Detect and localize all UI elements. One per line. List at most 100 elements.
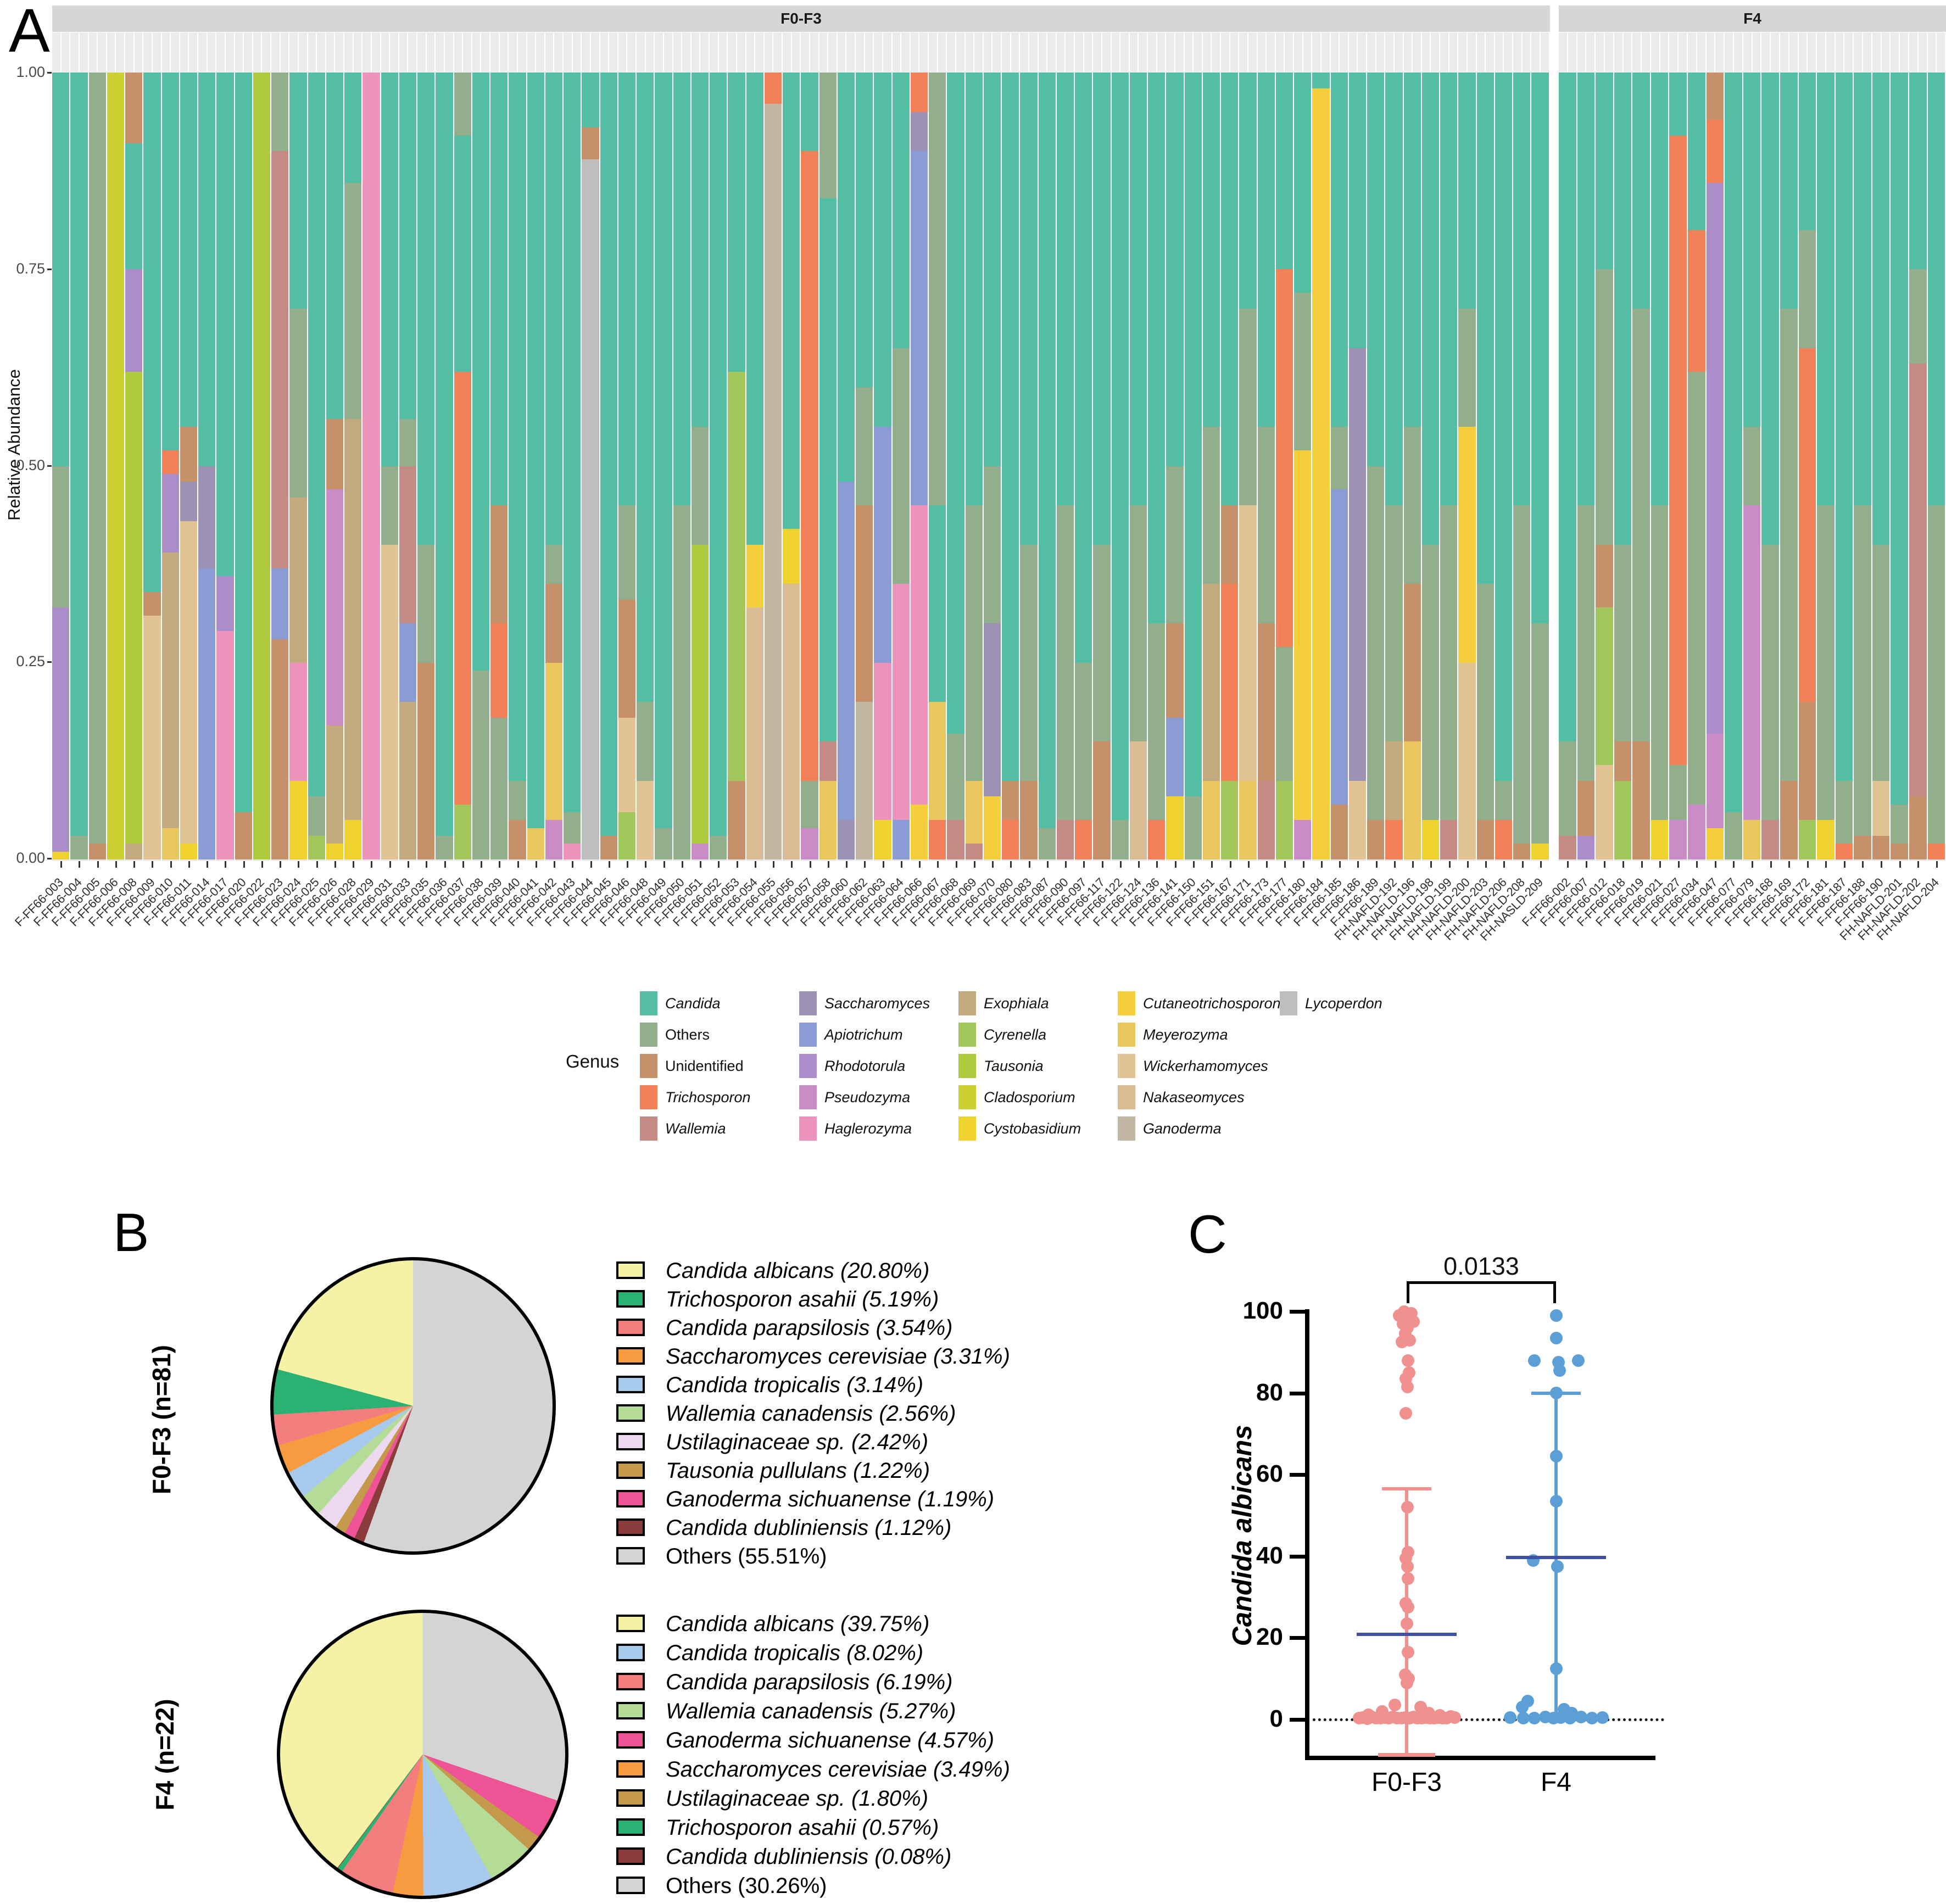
v-gridline [1119, 32, 1121, 72]
stacked-bar [1056, 72, 1074, 860]
bar-segment [1495, 72, 1512, 781]
x-tick [334, 861, 336, 868]
bar-segment [1725, 812, 1742, 859]
bar-segment [1798, 348, 1816, 702]
c-mean-line [1506, 1556, 1606, 1560]
bar-segment [1129, 505, 1147, 742]
x-tick [955, 861, 957, 868]
bar-segment [856, 702, 873, 859]
x-tick [1193, 861, 1195, 868]
x-tick [754, 861, 756, 868]
bar-segment [783, 584, 800, 859]
bar-segment [363, 72, 380, 859]
bar-column [52, 32, 71, 861]
x-tick [444, 861, 446, 868]
data-point [1549, 1662, 1563, 1675]
legend-swatch [958, 1116, 976, 1141]
bar-column [1531, 32, 1550, 861]
c-mean-line [1357, 1633, 1457, 1637]
bar-segment [1002, 72, 1019, 781]
x-tick [973, 861, 975, 868]
stacked-bar [436, 72, 453, 859]
bar-column [454, 32, 472, 861]
v-gridline [754, 32, 756, 72]
v-gridline [498, 32, 500, 72]
stacked-bar [1927, 72, 1945, 859]
v-gridline [443, 32, 445, 72]
stacked-bar [1458, 72, 1476, 860]
bar-segment [1559, 741, 1576, 836]
v-gridline [1320, 32, 1322, 72]
bar-segment [1835, 72, 1853, 781]
bar-segment [1056, 505, 1074, 820]
pie-legend-swatch [616, 1731, 645, 1749]
bar-segment [910, 151, 928, 506]
stacked-bar [216, 72, 234, 859]
bar-segment [1166, 466, 1184, 624]
legend-label: Rhodotorula [824, 1058, 906, 1074]
c-x-group-label: F4 [1540, 1768, 1571, 1797]
bar-segment [1495, 820, 1512, 859]
bar-column [1909, 32, 1928, 861]
bar-segment [1385, 820, 1403, 860]
bar-segment [52, 607, 70, 852]
bar-column [363, 32, 381, 861]
bar-column [710, 32, 728, 861]
bar-column [1148, 32, 1167, 861]
v-gridline [955, 32, 956, 72]
v-gridline [1751, 32, 1753, 72]
bar-segment [1669, 820, 1687, 860]
legend-label: Cyrenella [984, 1026, 1047, 1043]
pie-legend-swatch [616, 1433, 645, 1450]
bar-column [417, 32, 436, 861]
bar-segment [764, 72, 782, 104]
bar-column [1596, 32, 1614, 861]
stacked-bar [490, 72, 508, 859]
bar-segment [910, 804, 928, 859]
bar-segment [929, 72, 946, 506]
v-gridline [1339, 32, 1340, 72]
x-tick [97, 861, 99, 868]
bar-segment [1854, 72, 1871, 506]
bar-segment [910, 111, 928, 152]
stacked-bar [527, 72, 544, 859]
bar-segment [490, 505, 508, 624]
data-point [1585, 1712, 1598, 1725]
v-gridline [1375, 32, 1376, 72]
v-gridline [1539, 32, 1541, 72]
bar-segment [1348, 780, 1366, 859]
legend-swatch [640, 991, 657, 1015]
bar-segment [161, 450, 179, 474]
stacked-bar [655, 72, 672, 859]
bar-segment [892, 820, 910, 860]
bar-segment [801, 780, 818, 828]
x-tick [1677, 861, 1680, 868]
bar-segment [1596, 765, 1613, 859]
bar-columns [1559, 32, 1946, 861]
bar-segment [691, 544, 709, 844]
x-tick [207, 861, 209, 868]
bar-segment [1312, 88, 1330, 859]
bar-segment [728, 780, 745, 859]
bar-segment [308, 796, 325, 836]
bar-column [1038, 32, 1057, 861]
bar-segment [874, 72, 891, 427]
bar-segment [582, 72, 599, 128]
bar-column [143, 32, 162, 861]
c-y-tick-label: 100 [1242, 1297, 1283, 1324]
bar-segment [399, 418, 416, 466]
v-gridline [662, 32, 664, 72]
bar-segment [399, 72, 416, 419]
bar-segment [1835, 780, 1853, 844]
bar-segment [874, 820, 891, 859]
bar-segment [381, 544, 398, 859]
bar-column [1688, 32, 1707, 861]
bar-segment [764, 104, 782, 859]
bar-segment [216, 72, 234, 577]
stacked-bar [326, 72, 343, 859]
x-tick [426, 861, 428, 868]
data-point [1401, 1601, 1414, 1614]
pie-legend-label: Candida dubliniensis (0.08%) [666, 1845, 952, 1869]
x-tick [79, 861, 81, 868]
legend-swatch [799, 1023, 817, 1047]
